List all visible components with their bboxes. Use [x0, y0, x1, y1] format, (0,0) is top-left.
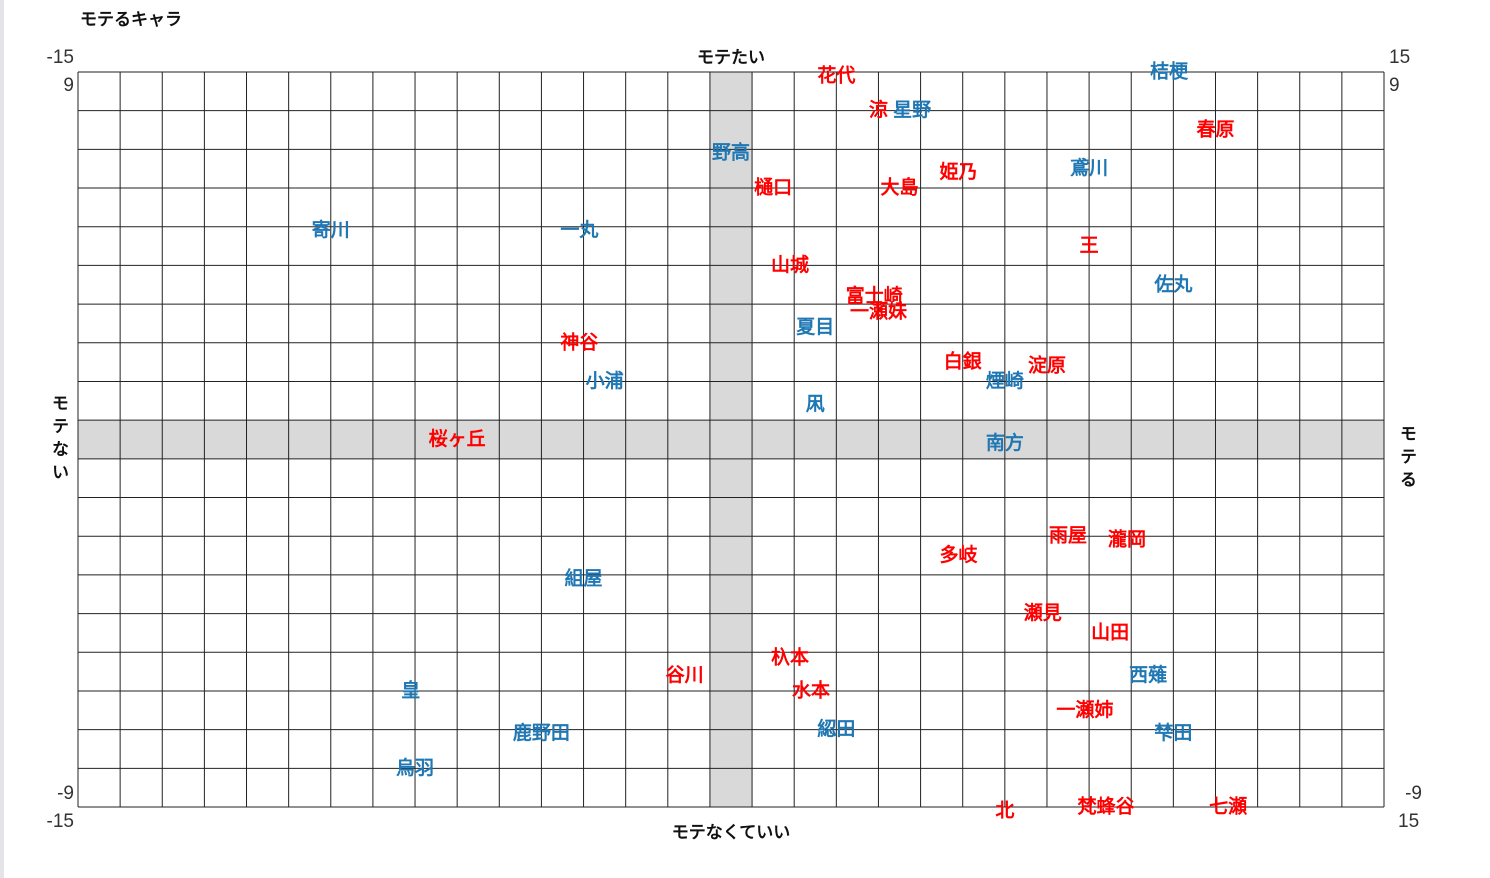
point-label: 鳶川	[1070, 156, 1108, 179]
point-label: 樋口	[754, 176, 792, 199]
point-label: 煙崎	[986, 369, 1024, 392]
point-label: 凩	[806, 393, 825, 415]
point-label: 一瀬妹	[850, 300, 908, 322]
point-label: 多岐	[939, 543, 978, 566]
top-label: モテたい	[697, 48, 765, 68]
point-label: 寄川	[312, 218, 350, 241]
point-label: 一丸	[560, 219, 599, 241]
y-tick-label: 9	[1389, 75, 1400, 96]
point-label: 綛田	[817, 717, 855, 740]
x-tick-label: -15	[47, 47, 74, 68]
point-label: 梵蜂谷	[1077, 795, 1135, 818]
chart-title: モテるキャラ	[80, 10, 182, 30]
point-label: 星野	[893, 99, 931, 121]
x-tick-label: -15	[47, 811, 74, 832]
center-row	[78, 420, 1384, 459]
point-label: 山城	[771, 253, 809, 276]
point-label: 一瀬姉	[1056, 698, 1113, 721]
point-label: 組屋	[565, 566, 603, 589]
point-label: 春原	[1196, 118, 1234, 141]
point-label: 野高	[712, 141, 750, 164]
point-label: 佐丸	[1153, 272, 1193, 295]
point-label: 小浦	[586, 369, 624, 392]
point-label: 大島	[881, 176, 919, 199]
point-label: 水本	[792, 678, 830, 701]
point-label: 南方	[986, 431, 1024, 454]
y-tick-label: -9	[1405, 783, 1422, 804]
point-label: 皇	[401, 678, 420, 701]
point-label: 神谷	[560, 330, 599, 353]
point-label: 山田	[1091, 621, 1129, 643]
point-label: 王	[1080, 235, 1099, 257]
point-label: 北	[995, 799, 1014, 821]
point-label: 雨屋	[1049, 525, 1087, 547]
point-label: 富士崎	[846, 284, 903, 307]
point-label: 淀原	[1028, 354, 1066, 377]
point-label: 白銀	[944, 350, 982, 373]
point-label: 涼	[869, 98, 888, 121]
x-tick-label: 15	[1398, 811, 1419, 832]
point-label: 瀬見	[1024, 602, 1062, 624]
point-label: 瀧岡	[1108, 528, 1146, 551]
x-tick-label: 15	[1389, 47, 1410, 68]
y-tick-label: 9	[63, 75, 74, 96]
point-label: 梺田	[1154, 721, 1192, 744]
point-label: 杁本	[771, 646, 809, 669]
point-label: 姫乃	[939, 160, 977, 183]
left-label: モテない	[48, 394, 68, 486]
bottom-label: モテなくていい	[672, 823, 791, 843]
point-label: 桔梗	[1150, 60, 1189, 83]
point-label: 夏目	[796, 316, 834, 338]
point-label: 谷川	[666, 664, 704, 686]
right-label: モテる	[1396, 425, 1416, 494]
point-label: 花代	[817, 63, 855, 86]
y-tick-label: -9	[57, 783, 74, 804]
point-label: 烏羽	[396, 756, 434, 779]
point-label: 七瀬	[1209, 796, 1247, 818]
point-label: 桜ヶ丘	[429, 427, 486, 450]
point-label: 鹿野田	[513, 721, 570, 744]
left-edge	[0, 0, 4, 878]
point-label: 西薙	[1129, 663, 1167, 686]
